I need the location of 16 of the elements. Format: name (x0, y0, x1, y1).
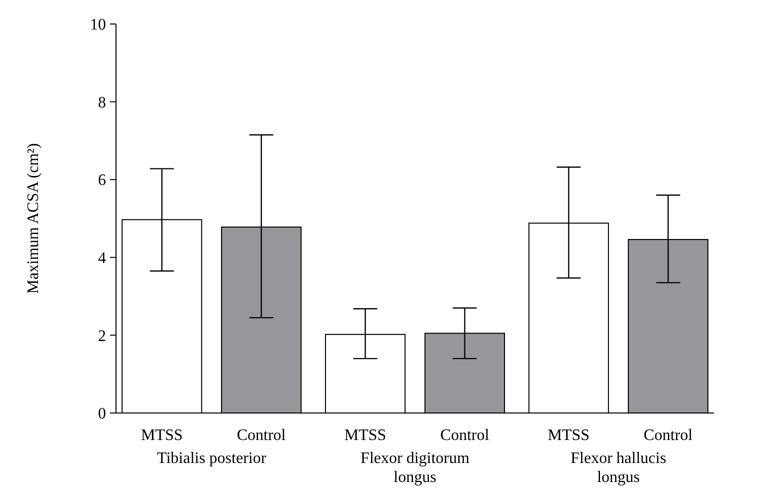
x-tick-label: Flexor hallucis longus (570, 450, 666, 486)
series-label: MTSS (140, 427, 183, 444)
y-tick-label: 6 (98, 172, 106, 190)
y-tick-label: 2 (98, 328, 106, 345)
text: Control (440, 427, 490, 444)
text: MTSS (548, 427, 590, 444)
series-label: Control (236, 427, 286, 444)
y-tick-label: 4 (98, 250, 106, 267)
y-tick-label: 10 (90, 16, 106, 34)
y-tick-label: 8 (98, 94, 106, 112)
text: MTSS (344, 427, 386, 444)
x-tick-label: Tibialis posterior (156, 450, 267, 467)
text: Control (644, 427, 693, 444)
y-tick-label: 0 (98, 406, 106, 423)
x-tick-label: Flexor digitorum longus (360, 450, 470, 486)
y-axis-title: Maximum ACSA (cm²) (25, 143, 42, 294)
